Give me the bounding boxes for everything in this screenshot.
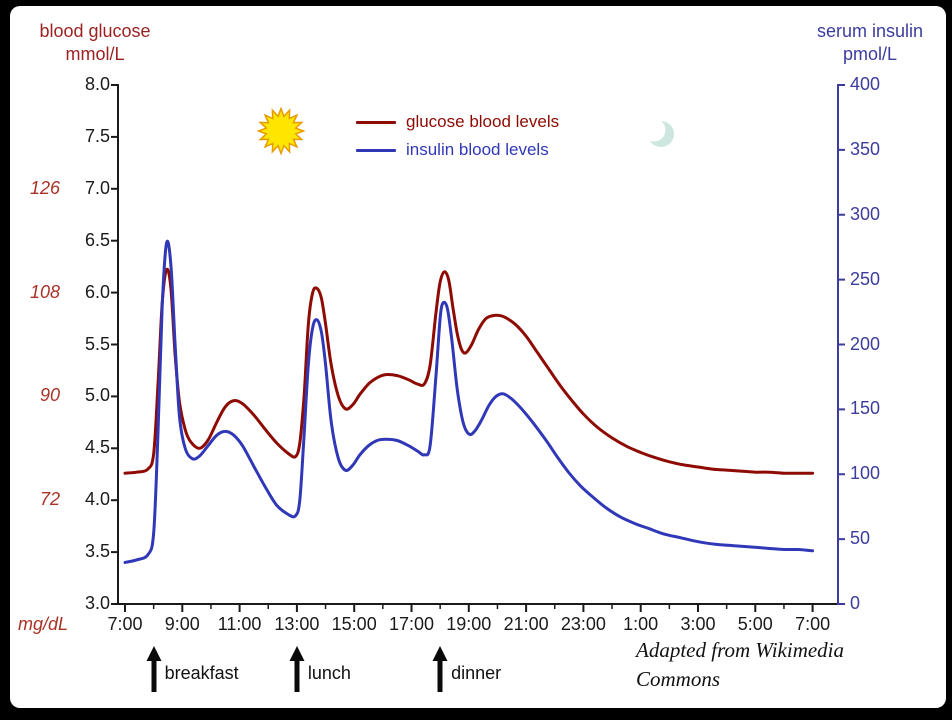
legend-item-insulin: insulin blood levels (356, 136, 559, 164)
right-axis-tick-label: 100 (850, 463, 881, 484)
left-axis-title: blood glucose mmol/L (28, 20, 162, 66)
left-axis-tick-label: 6.5 (84, 229, 110, 250)
x-axis-tick-label: 5:00 (737, 614, 773, 634)
insulin-curve (123, 239, 815, 564)
glucose-line-sample (356, 120, 396, 124)
sun-icon (257, 107, 305, 155)
right-axis-tick-label: 0 (850, 593, 861, 613)
x-axis-tick-label: 9:00 (164, 614, 200, 634)
attribution: Adapted from Wikimedia Commons (636, 636, 936, 694)
x-axis-tick-label: 21:00 (503, 614, 549, 634)
left-axis-tick-label: 7.0 (84, 177, 110, 198)
right-axis-title-line2: pmol/L (842, 44, 898, 64)
left-axis-tick-label: 5.0 (84, 385, 110, 406)
left-axis-tick-label: 4.0 (84, 489, 110, 510)
legend: glucose blood levels insulin blood level… (356, 108, 559, 164)
left-axis-tick-label: 8.0 (84, 74, 110, 94)
legend-label-glucose: glucose blood levels (406, 112, 560, 131)
x-axis-tick-label: 23:00 (560, 614, 606, 634)
attribution-line2: Commons (636, 667, 721, 691)
attribution-line1: Adapted from Wikimedia (636, 638, 845, 662)
x-axis-tick-label: 19:00 (446, 614, 492, 634)
right-axis-tick-label: 350 (850, 138, 881, 159)
right-axis-tick-label: 250 (850, 268, 881, 289)
mgdl-unit-label: mg/dL (18, 614, 69, 634)
x-axis-tick-label: 7:00 (107, 614, 143, 634)
mgdl-tick-label: 72 (39, 489, 60, 510)
left-axis-tick-label: 3.0 (84, 593, 110, 613)
meal-label-breakfast: breakfast (164, 663, 239, 683)
meal-label-lunch: lunch (307, 663, 351, 683)
insulin-line-sample (356, 148, 396, 152)
mgdl-tick-label: 126 (29, 177, 60, 198)
left-axis-tick-label: 4.5 (84, 437, 110, 458)
x-axis-tick-label: 1:00 (623, 614, 659, 634)
right-axis-tick-label: 200 (850, 333, 881, 354)
moon-icon (642, 118, 674, 147)
mgdl-tick-label: 90 (39, 385, 60, 406)
up-arrow-icon (432, 646, 448, 692)
x-axis-tick-label: 7:00 (795, 614, 831, 634)
x-axis-tick-label: 15:00 (331, 614, 377, 634)
right-axis-title-line1: serum insulin (816, 21, 924, 41)
up-arrow-icon (289, 646, 305, 692)
right-axis-tick-label: 300 (850, 203, 881, 224)
legend-item-glucose: glucose blood levels (356, 108, 559, 136)
right-axis-tick-label: 50 (850, 528, 871, 549)
x-axis-tick-label: 3:00 (680, 614, 716, 634)
glucose-curve (123, 267, 815, 475)
right-axis-tick-label: 400 (850, 74, 881, 94)
x-axis-tick-label: 13:00 (274, 614, 320, 634)
left-axis-title-line1: blood glucose (39, 21, 151, 41)
right-axis-tick-label: 150 (850, 398, 881, 419)
left-axis-tick-label: 5.5 (84, 333, 110, 354)
mgdl-tick-label: 108 (29, 281, 60, 302)
x-axis-tick-label: 11:00 (217, 614, 262, 634)
up-arrow-icon (146, 646, 162, 692)
meal-label-dinner: dinner (451, 663, 502, 683)
left-axis-tick-label: 7.5 (84, 125, 110, 146)
right-axis-title: serum insulin pmol/L (800, 20, 940, 66)
legend-label-insulin: insulin blood levels (406, 140, 549, 159)
x-axis-tick-label: 17:00 (388, 614, 435, 634)
left-axis-tick-label: 6.0 (84, 281, 110, 302)
left-axis-tick-label: 3.5 (84, 541, 110, 562)
left-axis-title-line2: mmol/L (65, 44, 125, 64)
chart-panel (10, 6, 946, 708)
